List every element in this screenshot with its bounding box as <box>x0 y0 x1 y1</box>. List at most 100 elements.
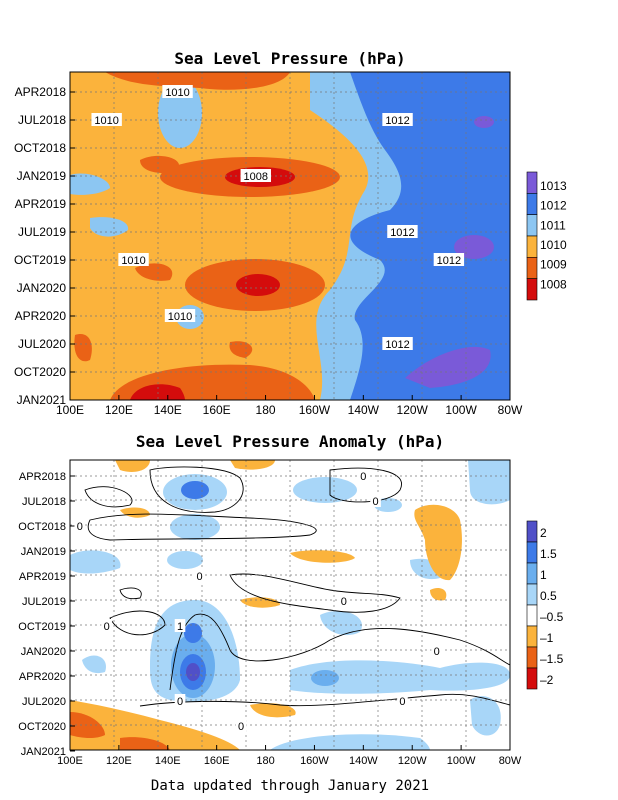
colorbar-label: 1 <box>540 568 547 582</box>
colorbar-swatch <box>526 667 538 690</box>
contour-label: 1010 <box>168 311 192 323</box>
contour-label: 1010 <box>94 115 118 127</box>
contour-label: 1012 <box>385 339 409 351</box>
y-tick-label: JUL2019 <box>18 225 66 239</box>
y-tick-label: APR2019 <box>15 197 67 211</box>
y-tick-label: JAN2019 <box>21 546 66 558</box>
contour-label: 1012 <box>390 227 414 239</box>
colorbar-label: –1 <box>540 631 554 645</box>
x-tick-label: 80W <box>498 403 523 417</box>
x-tick-label: 160E <box>203 403 231 417</box>
y-tick-label: JAN2021 <box>17 393 67 407</box>
contour-label-bg <box>74 519 86 532</box>
contour-label: 0 <box>360 471 366 483</box>
contour-label-bg <box>194 569 205 582</box>
x-tick-label: 120E <box>106 755 132 767</box>
x-tick-label: 140W <box>348 403 380 417</box>
colorbar-label: 0.5 <box>540 589 557 603</box>
y-tick-label: APR2019 <box>19 571 66 583</box>
contour-label: 1012 <box>437 255 461 267</box>
x-tick-label: 160W <box>300 755 329 767</box>
colorbar-swatch <box>526 278 538 301</box>
y-tick-label: APR2018 <box>15 85 67 99</box>
contour-label-bg <box>91 113 122 126</box>
bottom-plot-frame <box>69 459 511 751</box>
colorbar-swatch <box>526 625 538 648</box>
contour-label-bg <box>431 644 442 657</box>
x-tick-label: 140E <box>155 755 181 767</box>
contour-label-bg <box>433 253 465 266</box>
x-tick-label: 100W <box>445 403 477 417</box>
y-tick-label: JUL2020 <box>22 696 66 708</box>
colorbar-label: 1.5 <box>540 547 557 561</box>
x-tick-label: 120W <box>397 403 429 417</box>
contour-label: 1 <box>177 621 183 633</box>
y-tick-label: JUL2019 <box>22 596 66 608</box>
colorbar-swatch <box>526 604 538 627</box>
top-contour-labels: 1010 1010 1012 1008 1012 1010 1012 1010 1012 <box>91 85 465 351</box>
contour-label: 0 <box>399 696 405 708</box>
y-tick-label: OCT2018 <box>18 521 66 533</box>
colorbar-swatch <box>526 541 538 564</box>
top-plot-frame <box>69 71 511 401</box>
x-tick-label: 160W <box>299 403 331 417</box>
top-y-axis: APR2018 JUL2018 OCT2018 JAN2019 APR2019 JUL20… <box>14 85 75 407</box>
bottom-y-axis: APR2018 JUL2018 OCT2018 JAN2019 APR2019 JUL20… <box>18 471 75 758</box>
colorbar-swatch <box>526 214 538 237</box>
contour-label-bg <box>174 694 186 707</box>
y-tick-label: JUL2020 <box>18 337 66 351</box>
colorbar-label: –0.5 <box>540 610 564 624</box>
colorbar-label: 1013 <box>540 179 567 193</box>
x-tick-label: 120E <box>105 403 133 417</box>
contour-label-bg <box>101 619 112 632</box>
y-tick-label: OCT2018 <box>14 141 66 155</box>
colorbar-swatch <box>526 562 538 585</box>
contour-label-bg <box>240 169 271 182</box>
y-tick-label: JUL2018 <box>22 496 66 508</box>
colorbar-label: 1011 <box>540 218 566 232</box>
contour-label-bg <box>382 337 413 350</box>
contour-label-bg <box>118 253 149 266</box>
y-tick-label: JAN2019 <box>17 169 67 183</box>
contour-label: 0 <box>434 646 440 658</box>
contour-label-bg <box>174 619 186 632</box>
y-tick-label: APR2018 <box>19 471 66 483</box>
x-tick-label: 100W <box>447 755 476 767</box>
top-chart-title: Sea Level Pressure (hPa) <box>174 49 405 68</box>
contour-label: 0 <box>372 496 378 508</box>
contour-label: 0 <box>238 721 244 733</box>
y-tick-label: APR2020 <box>15 309 67 323</box>
contour-label-bg <box>382 113 413 126</box>
contour-label-bg <box>338 594 350 607</box>
bottom-heatmap-field <box>70 460 510 750</box>
colorbar-swatch <box>526 257 538 279</box>
y-tick-label: JAN2020 <box>21 646 66 658</box>
contour-label: 1008 <box>244 171 268 183</box>
colorbar-label: –2 <box>540 673 554 687</box>
contour-label-bg <box>397 694 408 707</box>
y-tick-label: OCT2019 <box>18 621 66 633</box>
contour-label: 0 <box>104 621 110 633</box>
contour-label-bg <box>370 494 381 507</box>
x-tick-label: 100E <box>56 403 84 417</box>
contour-label: 0 <box>77 521 83 533</box>
top-x-axis: 100E 120E 140E 160E 180 160W 140W 120W 100W 80W <box>56 395 523 417</box>
contour-label: 0 <box>177 696 183 708</box>
colorbar-label: 1010 <box>540 238 567 252</box>
colorbar-swatch <box>526 171 538 194</box>
colorbar-label: –1.5 <box>540 652 564 666</box>
colorbar-swatch <box>526 235 538 258</box>
x-tick-label: 100E <box>57 755 83 767</box>
contour-label: 1010 <box>165 87 189 99</box>
contour-label: 1010 <box>121 255 145 267</box>
bottom-chart-title: Sea Level Pressure Anomaly (hPa) <box>136 432 444 451</box>
x-tick-label: 180 <box>256 403 276 417</box>
y-tick-label: JAN2021 <box>21 746 66 758</box>
colorbar-label: 1012 <box>540 199 567 213</box>
contour-label-bg <box>235 719 247 732</box>
contour-label-bg <box>387 225 418 238</box>
contour-label-bg <box>358 469 369 482</box>
colorbar-label: 1008 <box>540 277 567 291</box>
y-tick-label: OCT2019 <box>14 253 66 267</box>
